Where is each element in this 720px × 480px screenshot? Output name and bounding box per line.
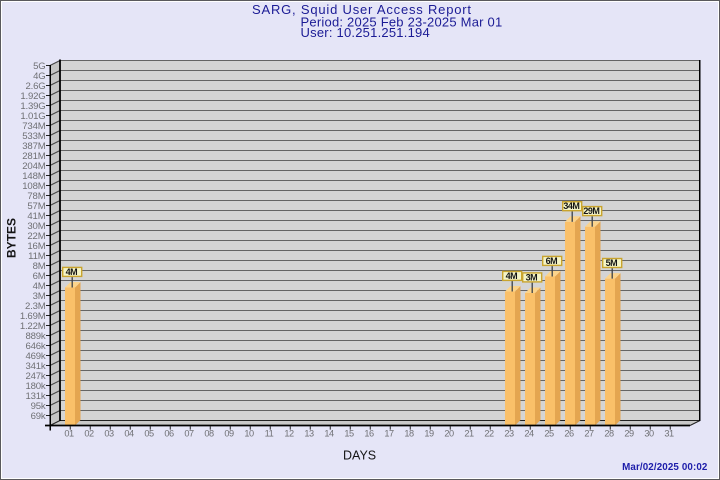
svg-text:SARG, Squid User Access Report: SARG, Squid User Access Report bbox=[252, 2, 472, 17]
svg-text:1.69M: 1.69M bbox=[20, 311, 46, 322]
svg-text:16: 16 bbox=[364, 429, 374, 439]
svg-text:131k: 131k bbox=[25, 391, 45, 402]
svg-text:Period: 2025 Feb 23-2025 Mar 0: Period: 2025 Feb 23-2025 Mar 01 bbox=[301, 14, 503, 29]
svg-text:User: 10.251.251.194: User: 10.251.251.194 bbox=[301, 25, 430, 40]
svg-text:19: 19 bbox=[424, 429, 434, 439]
svg-text:341k: 341k bbox=[25, 361, 45, 372]
svg-text:22: 22 bbox=[484, 429, 494, 439]
svg-text:108M: 108M bbox=[22, 181, 45, 192]
svg-text:22M: 22M bbox=[27, 231, 45, 242]
svg-text:04: 04 bbox=[124, 429, 134, 439]
svg-text:6M: 6M bbox=[546, 256, 558, 266]
svg-text:31: 31 bbox=[664, 429, 674, 439]
svg-text:889k: 889k bbox=[25, 331, 45, 342]
svg-text:18: 18 bbox=[404, 429, 414, 439]
svg-text:Mar/02/2025 00:02: Mar/02/2025 00:02 bbox=[622, 462, 708, 473]
svg-text:12: 12 bbox=[284, 429, 294, 439]
svg-text:06: 06 bbox=[164, 429, 174, 439]
svg-text:BYTES: BYTES bbox=[5, 218, 19, 258]
svg-text:1.01G: 1.01G bbox=[20, 111, 45, 122]
svg-text:281M: 281M bbox=[22, 151, 45, 162]
svg-text:148M: 148M bbox=[22, 171, 45, 182]
svg-text:69k: 69k bbox=[31, 411, 46, 422]
svg-text:DAYS: DAYS bbox=[343, 449, 376, 463]
svg-text:4M: 4M bbox=[506, 271, 518, 281]
svg-text:14: 14 bbox=[324, 429, 334, 439]
svg-text:734M: 734M bbox=[22, 121, 45, 132]
svg-text:57M: 57M bbox=[27, 201, 45, 212]
svg-text:2.6G: 2.6G bbox=[26, 81, 46, 92]
svg-text:20: 20 bbox=[444, 429, 454, 439]
svg-text:34M: 34M bbox=[563, 201, 579, 211]
svg-text:4M: 4M bbox=[66, 267, 78, 277]
svg-text:26: 26 bbox=[564, 429, 574, 439]
svg-text:6M: 6M bbox=[33, 271, 46, 282]
svg-text:204M: 204M bbox=[22, 161, 45, 172]
svg-text:27: 27 bbox=[584, 429, 594, 439]
svg-text:09: 09 bbox=[224, 429, 234, 439]
svg-text:21: 21 bbox=[464, 429, 474, 439]
svg-text:2.3M: 2.3M bbox=[25, 301, 46, 312]
svg-text:16M: 16M bbox=[27, 241, 45, 252]
svg-text:30M: 30M bbox=[27, 221, 45, 232]
svg-text:03: 03 bbox=[104, 429, 114, 439]
svg-text:13: 13 bbox=[304, 429, 314, 439]
svg-text:247k: 247k bbox=[25, 371, 45, 382]
svg-text:1.39G: 1.39G bbox=[20, 101, 45, 112]
svg-text:07: 07 bbox=[184, 429, 194, 439]
svg-text:533M: 533M bbox=[22, 131, 45, 142]
svg-text:1.22M: 1.22M bbox=[20, 321, 46, 332]
svg-text:29: 29 bbox=[624, 429, 634, 439]
svg-text:4G: 4G bbox=[33, 71, 45, 82]
svg-text:11: 11 bbox=[265, 429, 274, 439]
svg-text:78M: 78M bbox=[27, 191, 45, 202]
svg-text:1.92G: 1.92G bbox=[20, 91, 45, 102]
svg-text:4M: 4M bbox=[33, 281, 46, 292]
svg-text:10: 10 bbox=[244, 429, 254, 439]
svg-text:23: 23 bbox=[504, 429, 514, 439]
svg-text:15: 15 bbox=[344, 429, 354, 439]
svg-text:05: 05 bbox=[144, 429, 154, 439]
svg-text:02: 02 bbox=[84, 429, 94, 439]
svg-text:29M: 29M bbox=[583, 206, 599, 216]
svg-text:387M: 387M bbox=[22, 141, 45, 152]
svg-text:95k: 95k bbox=[31, 401, 46, 412]
svg-text:3M: 3M bbox=[33, 291, 46, 302]
svg-text:17: 17 bbox=[384, 429, 394, 439]
svg-text:5M: 5M bbox=[606, 258, 618, 268]
svg-text:3M: 3M bbox=[526, 272, 538, 282]
svg-text:28: 28 bbox=[604, 429, 614, 439]
svg-text:24: 24 bbox=[524, 429, 534, 439]
svg-text:30: 30 bbox=[644, 429, 654, 439]
svg-text:11M: 11M bbox=[28, 251, 46, 262]
svg-text:41M: 41M bbox=[27, 211, 45, 222]
svg-text:8M: 8M bbox=[33, 261, 46, 272]
svg-text:25: 25 bbox=[544, 429, 554, 439]
svg-text:180k: 180k bbox=[25, 381, 45, 392]
svg-text:01: 01 bbox=[64, 429, 74, 439]
svg-text:5G: 5G bbox=[33, 61, 45, 72]
svg-text:646k: 646k bbox=[25, 341, 45, 352]
svg-text:469k: 469k bbox=[25, 351, 45, 362]
svg-text:08: 08 bbox=[204, 429, 214, 439]
